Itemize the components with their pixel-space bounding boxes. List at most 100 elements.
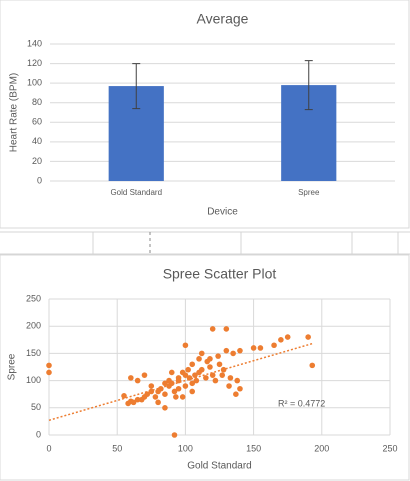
cell-grid xyxy=(0,231,410,255)
y-tick-label: 50 xyxy=(31,402,41,412)
x-tick-label: Gold Standard xyxy=(110,188,162,197)
point xyxy=(207,356,213,362)
error-bar xyxy=(304,60,313,111)
y-axis-title: Spree xyxy=(7,353,18,380)
point xyxy=(193,377,200,384)
point xyxy=(305,334,311,340)
error-bar xyxy=(132,63,141,110)
point xyxy=(173,394,179,400)
point xyxy=(46,369,52,376)
point xyxy=(215,353,221,359)
y-tick-label: 250 xyxy=(26,293,41,303)
point xyxy=(171,432,178,438)
point xyxy=(162,391,168,398)
point xyxy=(196,356,202,362)
point xyxy=(155,399,161,406)
point xyxy=(237,385,243,392)
point xyxy=(186,375,193,381)
point xyxy=(237,347,243,354)
point xyxy=(309,362,316,369)
point xyxy=(134,377,141,384)
point xyxy=(141,394,148,400)
x-tick-label: 100 xyxy=(178,443,193,453)
point xyxy=(175,375,182,381)
point xyxy=(166,377,172,384)
x-tick-label: 150 xyxy=(246,443,261,453)
point xyxy=(227,375,234,381)
y-tick-label: 100 xyxy=(27,78,42,88)
annotation: R² = 0.4772 xyxy=(278,398,325,408)
y-tick-label: 80 xyxy=(32,97,42,107)
point xyxy=(271,342,277,349)
point xyxy=(189,380,196,387)
point xyxy=(233,391,239,398)
point xyxy=(179,394,186,400)
point xyxy=(234,377,241,384)
point xyxy=(148,388,155,395)
point xyxy=(182,383,189,389)
x-tick-label: 0 xyxy=(46,443,51,453)
y-tick-label: 0 xyxy=(37,175,42,185)
point xyxy=(141,372,148,378)
point xyxy=(121,393,127,399)
y-tick-label: 100 xyxy=(26,375,41,385)
point xyxy=(189,361,196,368)
point xyxy=(212,377,219,384)
point xyxy=(192,372,198,378)
point xyxy=(152,394,159,400)
point xyxy=(216,361,223,368)
point xyxy=(46,362,52,369)
chart-frame xyxy=(0,254,410,481)
y-tick-label: 40 xyxy=(32,136,42,146)
point xyxy=(171,388,178,395)
x-tick-label: 50 xyxy=(112,443,122,453)
y-tick-label: 20 xyxy=(32,156,42,166)
point xyxy=(209,372,216,378)
point xyxy=(125,400,131,407)
point xyxy=(134,396,141,403)
y-tick-label: 140 xyxy=(27,38,42,48)
point xyxy=(203,375,209,381)
chart-title: Spree Scatter Plot xyxy=(163,266,277,282)
point xyxy=(284,334,291,340)
point xyxy=(220,366,227,373)
point xyxy=(175,385,182,392)
x-axis-title: Device xyxy=(207,207,238,218)
point xyxy=(179,369,186,376)
point xyxy=(219,372,226,378)
y-tick-label: 150 xyxy=(26,348,41,358)
point xyxy=(278,337,284,343)
point xyxy=(257,345,264,351)
chart-frame xyxy=(0,0,410,229)
point xyxy=(185,366,191,373)
y-tick-label: 0 xyxy=(36,429,41,439)
point xyxy=(155,388,161,395)
point xyxy=(198,366,205,373)
point xyxy=(168,369,175,376)
point xyxy=(230,350,236,357)
point xyxy=(182,342,189,349)
point xyxy=(223,326,230,332)
point xyxy=(128,375,134,381)
point xyxy=(189,388,196,395)
x-tick-label: 250 xyxy=(382,443,397,453)
y-tick-label: 200 xyxy=(26,321,41,331)
y-axis-title: Heart Rate (BPM) xyxy=(9,73,20,152)
point xyxy=(207,364,213,370)
x-tick-label: Spree xyxy=(298,188,320,197)
x-tick-label: 200 xyxy=(314,443,329,453)
y-tick-label: 120 xyxy=(27,58,42,68)
point xyxy=(226,383,232,389)
point xyxy=(198,350,205,357)
point xyxy=(162,380,168,387)
point xyxy=(250,345,257,351)
point xyxy=(162,405,168,411)
point xyxy=(209,326,216,332)
chart-title: Average xyxy=(197,11,249,27)
y-tick-label: 60 xyxy=(32,117,42,127)
point xyxy=(223,347,230,354)
x-axis-title: Gold Standard xyxy=(187,461,252,472)
point xyxy=(148,383,155,389)
